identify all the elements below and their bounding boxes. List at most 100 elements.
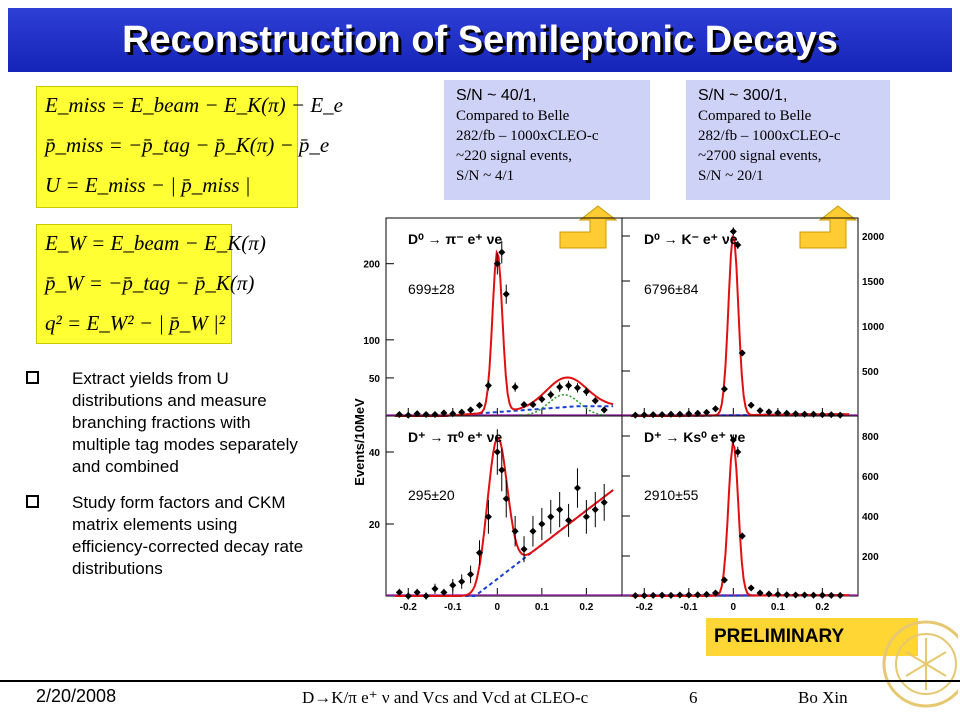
data-point [502,495,510,503]
y-tick-label: 1500 [862,277,885,288]
data-point [649,411,657,419]
data-point [676,591,684,599]
data-point [703,590,711,598]
y-axis-label: Events/10MeV [352,398,367,486]
data-point [573,484,582,492]
data-point [685,591,693,599]
data-point [484,382,492,390]
data-point [729,436,737,444]
preliminary-badge: PRELIMINARY [706,618,918,656]
plot-panel: 20 40 -0.2 -0.1 0 0.1 0.2 D⁺ → π⁰ e⁺ νe 295±20 [369,415,623,613]
data-point [529,401,537,409]
data-point [484,513,492,521]
y-tick-label: 400 [862,512,879,523]
decay-label: D⁰ → π⁻ e⁺ νe [408,231,502,247]
data-point [631,411,639,419]
sn-line: Compared to Belle [698,108,812,124]
data-point [658,591,666,599]
data-point [694,591,702,599]
x-tick-label: -0.1 [680,602,698,613]
footer-divider [0,680,960,682]
data-point [591,397,599,405]
data-point [827,591,835,599]
y-tick-label: 50 [369,374,381,385]
yield-label: 2910±55 [644,487,699,503]
data-point [502,290,510,298]
data-point [600,498,608,506]
bullet-box-icon [26,371,39,384]
data-point [547,391,555,399]
data-point [449,581,457,589]
x-tick-label: 0.1 [771,602,785,613]
data-point [582,388,590,396]
plot-panel: 50 100 200 D⁰ → π⁻ e⁺ νe 699±28 [363,217,623,419]
data-point [801,591,809,599]
data-point [711,589,720,597]
data-point [640,592,648,600]
data-point [649,591,657,599]
sn-ratio: S/N ~ 300/1, [698,87,788,104]
data-point [631,592,639,600]
sn-line: S/N ~ 20/1 [698,168,764,184]
data-point [600,406,608,414]
data-point [422,592,430,600]
x-tick-label: 0 [731,602,737,613]
data-point [565,382,573,390]
data-point [498,466,506,474]
data-point [493,448,501,456]
y-tick-label: 1000 [862,322,885,333]
title-bar: Reconstruction of Semileptonic Decays [8,8,952,72]
fit-curve [630,440,850,597]
data-point [498,248,506,256]
sn-line: 282/fb – 1000xCLEO-c [456,128,599,144]
x-tick-label: 0.1 [535,602,549,613]
data-point [573,384,582,392]
data-point [809,591,818,599]
missing-energy-equations: E_miss = E_beam − E_K(π) − E_e p̄_miss =… [36,86,343,208]
sn-line: Compared to Belle [456,108,570,124]
data-point [827,411,835,419]
data-point [511,527,519,535]
data-point [556,506,564,514]
page-number: 6 [689,688,698,707]
data-point [756,589,764,597]
sn-line: ~220 signal events, [456,148,573,164]
x-tick-label: 0.2 [579,602,593,613]
data-point [801,410,809,418]
data-point [809,410,818,418]
equation-pmiss: p̄_miss = −p̄_tag − p̄_K(π) − p̄_e [45,133,330,157]
data-point [765,590,773,598]
data-point [640,411,648,419]
data-point [747,584,755,592]
bullet-item: Study form factors and CKM matrix elemen… [26,492,306,580]
equation-emiss: E_miss = E_beam − E_K(π) − E_e [45,93,343,117]
data-point [431,585,439,593]
panel-frame [385,217,623,417]
sn-line: 282/fb – 1000xCLEO-c [698,128,841,144]
arrow-right-icon [799,205,858,249]
bullet-text: Study form factors and CKM matrix elemen… [72,493,304,578]
arrow-left-icon [559,205,618,249]
data-point [783,591,791,599]
equation-pw: p̄_W = −p̄_tag − p̄_K(π) [45,271,255,295]
bullet-list: Extract yields from U distributions and … [26,368,306,594]
data-point [449,410,457,418]
data-point [720,576,728,584]
data-point [836,591,844,599]
data-point [591,506,599,514]
x-tick-label: 0.2 [815,602,829,613]
data-point [729,227,737,236]
yield-label: 295±20 [408,487,455,503]
footer-date: 2/20/2008 [36,686,117,706]
x-tick-label: -0.1 [444,602,462,613]
data-point [582,513,590,521]
data-point [538,395,546,403]
y-tick-label: 200 [363,260,380,271]
y-tick-label: 2000 [862,232,885,243]
sn-line: S/N ~ 4/1 [456,168,515,184]
yield-label: 6796±84 [644,281,699,297]
panel-frame [621,217,859,417]
footer-author: Bo Xin [798,688,848,707]
w-system-equations: E_W = E_beam − E_K(π) p̄_W = −p̄_tag − p… [36,224,266,344]
data-point [467,570,475,578]
